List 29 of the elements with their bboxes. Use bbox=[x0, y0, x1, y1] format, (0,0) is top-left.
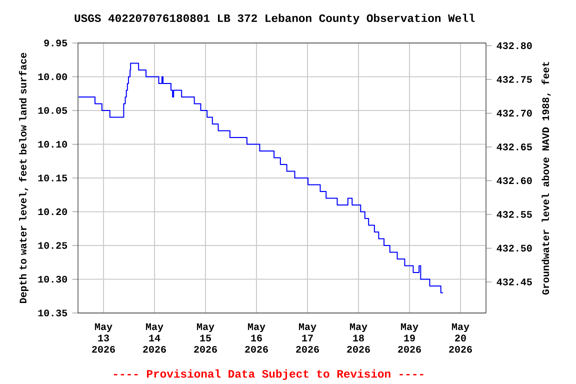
y2-axis-title: Groundwater level above NAVD 1988, feet bbox=[542, 62, 551, 294]
x-tick-label: May 13 2026 bbox=[92, 323, 115, 353]
y2-tick-label: 432.45 bbox=[496, 278, 532, 286]
y2-tick-label: 432.80 bbox=[496, 42, 532, 49]
x-tick-label: May 18 2026 bbox=[347, 323, 370, 353]
y-tick-label: 10.30 bbox=[38, 276, 68, 282]
y-tick-label: 10.35 bbox=[38, 309, 68, 316]
y-tick-label: 10.10 bbox=[38, 140, 68, 148]
y-tick-label: 10.15 bbox=[38, 174, 68, 182]
text: ---- Provisional Data Subject to Revision ---- bbox=[114, 369, 424, 380]
y-tick-label: 10.25 bbox=[38, 242, 68, 249]
x-tick-label: May 14 2026 bbox=[143, 323, 166, 353]
y2-tick-label: 432.70 bbox=[496, 110, 532, 116]
y-tick-label: 10.00 bbox=[38, 73, 68, 80]
y-axis-title: Depth to water level, feet below land surface bbox=[18, 52, 28, 303]
x-tick-label: May 17 2026 bbox=[296, 323, 319, 353]
y2-tick-label: 432.50 bbox=[496, 244, 532, 252]
y-tick-label: 10.20 bbox=[38, 208, 68, 215]
y2-tick-label: 432.60 bbox=[496, 177, 532, 184]
x-tick-label: May 16 2026 bbox=[245, 323, 268, 353]
y2-tick-label: 432.65 bbox=[496, 143, 532, 150]
chart-title: USGS 402207076180801 LB 372 Lebanon County Observation Well bbox=[74, 14, 475, 24]
x-tick-label: May 19 2026 bbox=[398, 323, 421, 353]
y2-tick-label: 432.55 bbox=[496, 210, 532, 218]
y-tick-label: 10.05 bbox=[38, 106, 68, 114]
x-tick-label: May 15 2026 bbox=[194, 323, 217, 353]
y-tick-label: 9.95 bbox=[44, 39, 68, 46]
y2-tick-label: 432.75 bbox=[496, 76, 532, 83]
x-tick-label: May 20 2026 bbox=[449, 323, 472, 353]
